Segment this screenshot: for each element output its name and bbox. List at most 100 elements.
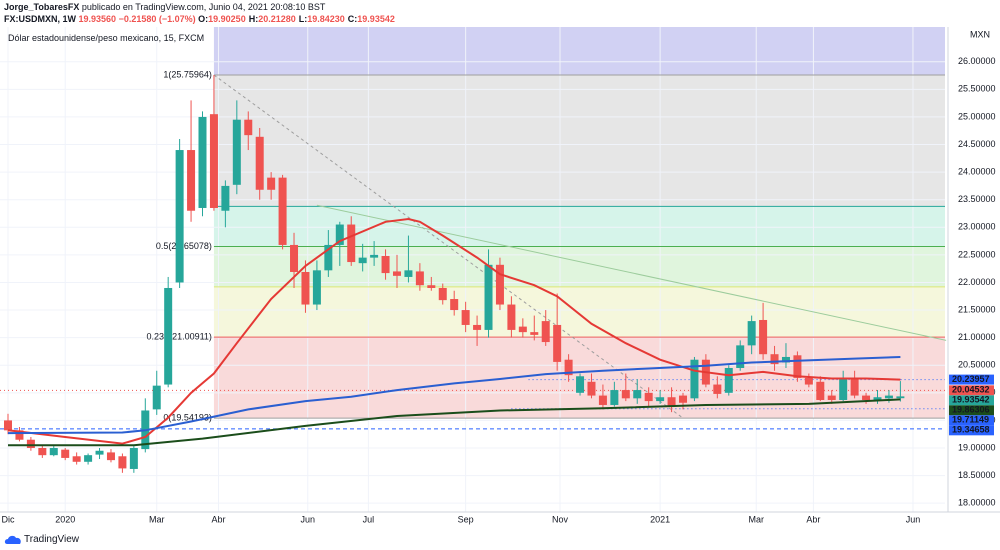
- candle-body: [450, 299, 459, 311]
- change: −0.21580 (−1.07%): [118, 14, 196, 24]
- candle-body: [564, 359, 573, 376]
- y-tick-label: 23.50000: [958, 194, 996, 204]
- x-tick-label: Abr: [806, 514, 820, 524]
- candle-body: [232, 119, 241, 185]
- fib-label: 0(19.54193): [163, 412, 212, 422]
- candle-body: [644, 392, 653, 402]
- y-tick-label: 21.00000: [958, 332, 996, 342]
- y-tick-label: 25.00000: [958, 111, 996, 121]
- ohlc: O:19.90250 H:20.21280 L:19.84230 C:19.93542: [198, 14, 398, 24]
- y-tick-label: 18.00000: [958, 498, 996, 508]
- candle-body: [370, 254, 379, 258]
- published: publicado en TradingView.com, Junio 04, …: [81, 2, 326, 12]
- y-tick-label: 22.00000: [958, 277, 996, 287]
- price-tag-label: 20.04532: [952, 385, 990, 395]
- price-tag: [949, 385, 994, 396]
- candle-body: [862, 395, 871, 400]
- candle-body: [290, 244, 299, 272]
- x-tick-label: Jun: [300, 514, 315, 524]
- y-tick-label: 18.50000: [958, 470, 996, 480]
- y-tick-label: 22.50000: [958, 249, 996, 259]
- moving-average: [7, 356, 901, 435]
- candle-body: [736, 345, 745, 368]
- candle-body: [187, 150, 196, 211]
- symbol: FX:USDMXN, 1W: [4, 14, 76, 24]
- fib-label: 1(25.75964): [163, 69, 212, 79]
- candle-body: [896, 396, 905, 399]
- candle-body: [884, 395, 893, 399]
- candle-body: [49, 447, 58, 456]
- fib-zone: [213, 246, 945, 287]
- candle-body: [255, 136, 264, 190]
- candle-body: [553, 324, 562, 362]
- price-tag: [949, 395, 994, 406]
- candle-body: [507, 304, 516, 330]
- candle-body: [713, 384, 722, 394]
- price-tag: [949, 415, 994, 426]
- fib-diagonal: [213, 74, 684, 419]
- candle-body: [850, 377, 859, 396]
- moving-average: [8, 398, 901, 447]
- price-tag-label: 19.93542: [952, 395, 990, 405]
- candle-body: [427, 285, 436, 288]
- price-tag: [949, 425, 994, 436]
- candle-body: [598, 395, 607, 405]
- chart-title: Dólar estadounidense/peso mexicano, 15, …: [8, 33, 205, 43]
- x-tick-label: Abr: [212, 514, 226, 524]
- candle-body: [278, 177, 287, 245]
- candle-body: [804, 377, 813, 385]
- y-tick-label: 21.50000: [958, 304, 996, 314]
- candle-body: [667, 397, 676, 407]
- candle-body: [164, 287, 173, 385]
- fib-label: 0.236(21.00911): [147, 332, 212, 342]
- y-tick-label: 24.50000: [958, 139, 996, 149]
- fib-zone: [213, 206, 945, 247]
- author[interactable]: Jorge_TobaresFX: [4, 2, 80, 12]
- ohlc-value: 20.21280: [258, 14, 296, 24]
- candle-body: [724, 367, 733, 393]
- symbol-line: FX:USDMXN, 1W 19.93560 −0.21580 (−1.07%)…: [4, 14, 398, 24]
- candle-body: [129, 447, 138, 469]
- candle-body: [747, 321, 756, 346]
- fib-label: 0.5(22.65078): [156, 241, 212, 251]
- candle-body: [541, 321, 550, 343]
- candle-body: [690, 359, 699, 399]
- candle-body: [221, 185, 230, 211]
- price-tag: [949, 374, 994, 385]
- candle-body: [633, 390, 642, 399]
- candle-body: [530, 332, 539, 335]
- candle-body: [152, 385, 161, 410]
- fib-zone: [213, 27, 945, 76]
- x-tick-label: Sep: [458, 514, 474, 524]
- ohlc-label: C:: [347, 14, 358, 24]
- candle-body: [118, 456, 127, 469]
- trendline: [316, 204, 947, 341]
- candle-body: [15, 430, 24, 440]
- ohlc-value: 19.90250: [208, 14, 246, 24]
- candle-body: [679, 395, 688, 403]
- brand[interactable]: TradingView: [24, 534, 80, 545]
- candle-body: [26, 439, 35, 448]
- candle-body: [324, 244, 333, 271]
- candle-body: [106, 452, 115, 461]
- candle-body: [301, 271, 310, 305]
- y-tick-label: 26.00000: [958, 56, 996, 66]
- y-tick-label: 19.00000: [958, 442, 996, 452]
- candle-body: [770, 354, 779, 365]
- x-tick-label: Nov: [552, 514, 569, 524]
- candle-body: [781, 356, 790, 363]
- candle-body: [873, 397, 882, 400]
- candle-body: [175, 150, 184, 283]
- ohlc-value: 19.93542: [357, 14, 395, 24]
- ohlc-value: 19.84230: [307, 14, 345, 24]
- price-tag-label: 19.34658: [952, 425, 990, 435]
- logo: [4, 535, 21, 544]
- fib-zone: [213, 286, 945, 338]
- candle-body: [244, 119, 253, 136]
- ohlc-label: O:: [198, 14, 209, 24]
- candle-body: [198, 116, 207, 208]
- candle-body: [587, 381, 596, 396]
- candle-body: [473, 324, 482, 330]
